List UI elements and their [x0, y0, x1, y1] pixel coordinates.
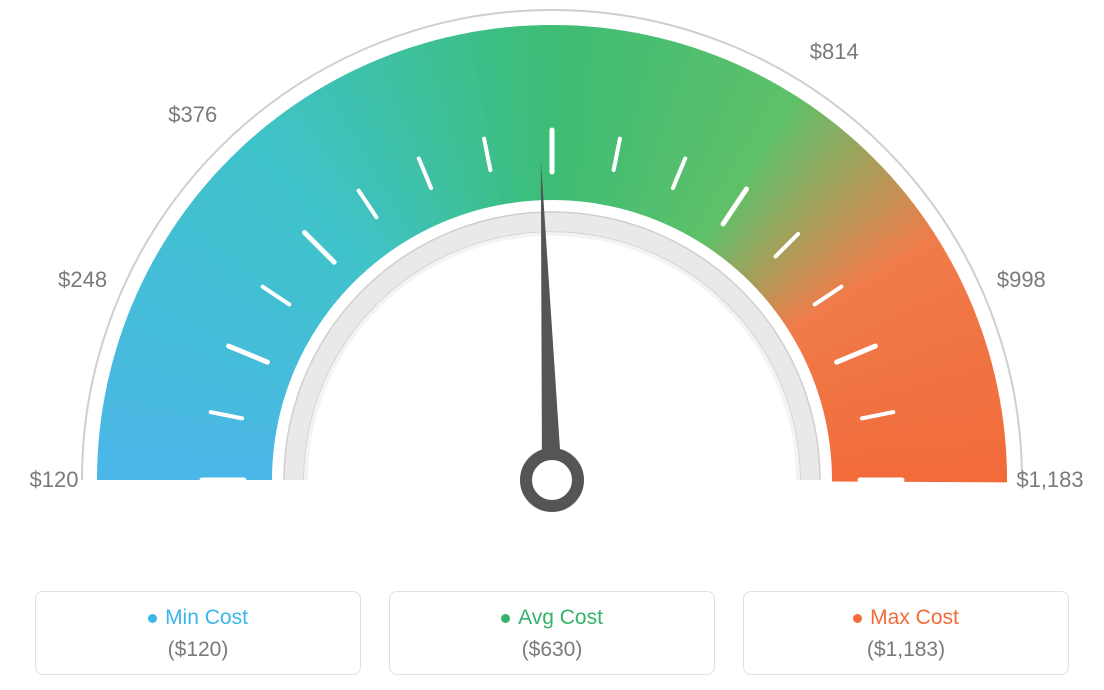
legend-title-max: Max Cost	[853, 606, 959, 630]
gauge-chart: $120$248$376$630$814$998$1,183	[0, 0, 1104, 560]
legend-card-avg: Avg Cost ($630)	[389, 591, 715, 675]
legend-value-min: ($120)	[36, 638, 360, 662]
gauge-tick-label: $998	[997, 267, 1046, 293]
gauge-tick-label: $120	[30, 467, 79, 493]
dot-max	[853, 614, 862, 623]
gauge-svg	[0, 0, 1104, 560]
dot-avg	[501, 614, 510, 623]
legend-row: Min Cost ($120) Avg Cost ($630) Max Cost…	[0, 591, 1104, 675]
legend-card-min: Min Cost ($120)	[35, 591, 361, 675]
legend-value-max: ($1,183)	[744, 638, 1068, 662]
gauge-tick-label: $248	[58, 267, 107, 293]
gauge-tick-label: $1,183	[1016, 467, 1083, 493]
legend-card-max: Max Cost ($1,183)	[743, 591, 1069, 675]
legend-label-min: Min Cost	[165, 606, 248, 630]
legend-label-max: Max Cost	[870, 606, 959, 630]
legend-label-avg: Avg Cost	[518, 606, 603, 630]
dot-min	[148, 614, 157, 623]
gauge-tick-label: $814	[810, 39, 859, 65]
legend-title-min: Min Cost	[148, 606, 248, 630]
gauge-tick-label: $376	[168, 102, 217, 128]
legend-title-avg: Avg Cost	[501, 606, 603, 630]
legend-value-avg: ($630)	[390, 638, 714, 662]
